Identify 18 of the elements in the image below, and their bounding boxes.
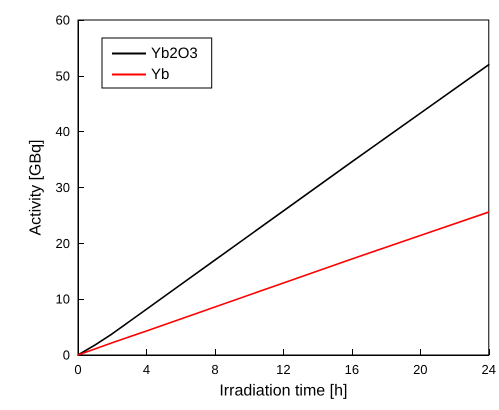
- x-tick-label: 0: [74, 362, 82, 377]
- x-tick-label: 24: [482, 362, 496, 377]
- x-tick-label: 8: [211, 362, 219, 377]
- x-tick-label: 12: [276, 362, 291, 377]
- y-tick-label: 10: [56, 292, 70, 307]
- x-tick-label: 20: [413, 362, 428, 377]
- y-tick-label: 0: [62, 348, 70, 362]
- y-tick-label: 40: [56, 124, 70, 140]
- y-tick-label: 30: [56, 180, 70, 195]
- y-tick-label: 60: [56, 12, 70, 28]
- y-axis-title: Activity [GBq]: [28, 139, 44, 236]
- y-tick-label: 20: [56, 236, 70, 251]
- x-axis-title: Irradiation time [h]: [219, 382, 348, 400]
- legend-label: Yb2O3: [151, 45, 198, 62]
- x-tick-label: 16: [344, 362, 360, 377]
- y-tick-label: 50: [56, 68, 70, 84]
- x-tick-label: 4: [142, 362, 150, 377]
- legend-label: Yb: [151, 66, 170, 83]
